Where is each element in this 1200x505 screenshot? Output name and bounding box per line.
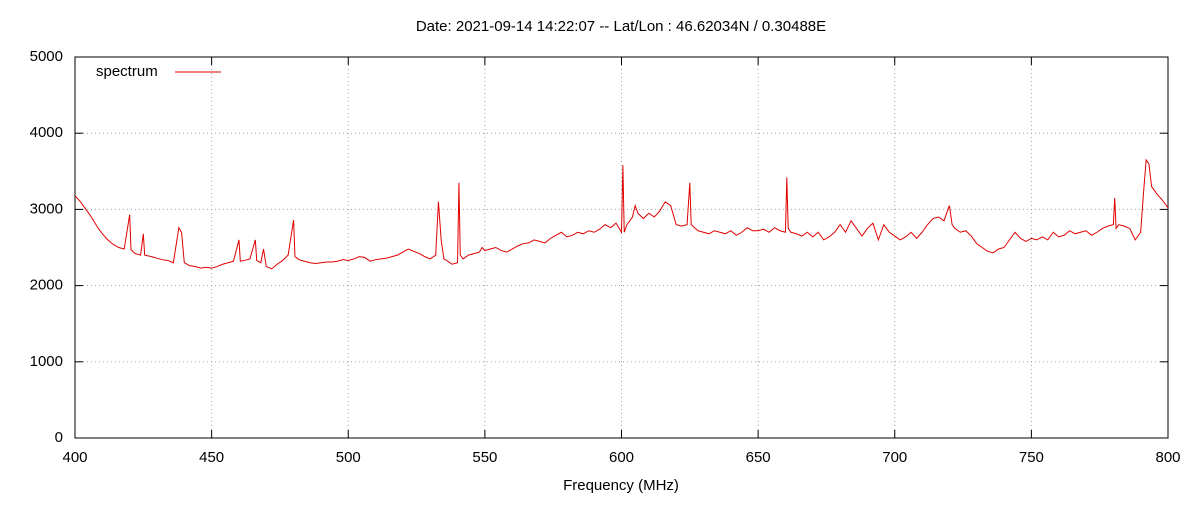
plot-border: [74, 56, 1169, 439]
chart-title: Date: 2021-09-14 14:22:07 -- Lat/Lon : 4…: [416, 18, 826, 35]
x-tick-label: 650: [746, 449, 771, 466]
x-tick-label: 600: [609, 449, 634, 466]
x-tick-label: 550: [472, 449, 497, 466]
x-tick-label: 400: [62, 449, 87, 466]
x-tick-label: 750: [1019, 449, 1044, 466]
x-tick-label: 800: [1155, 449, 1180, 466]
y-tick-label: 5000: [30, 48, 63, 65]
x-tick-label: 700: [882, 449, 907, 466]
y-tick-label: 1000: [30, 353, 63, 370]
y-tick-label: 3000: [30, 200, 63, 217]
legend-label: spectrum: [96, 63, 158, 80]
x-tick-label: 500: [336, 449, 361, 466]
y-tick-label: 4000: [30, 124, 63, 141]
x-axis-label: Frequency (MHz): [563, 477, 679, 494]
y-tick-label: 0: [55, 429, 63, 446]
y-tick-label: 2000: [30, 277, 63, 294]
spectrum-line: [74, 158, 1169, 270]
x-tick-label: 450: [199, 449, 224, 466]
